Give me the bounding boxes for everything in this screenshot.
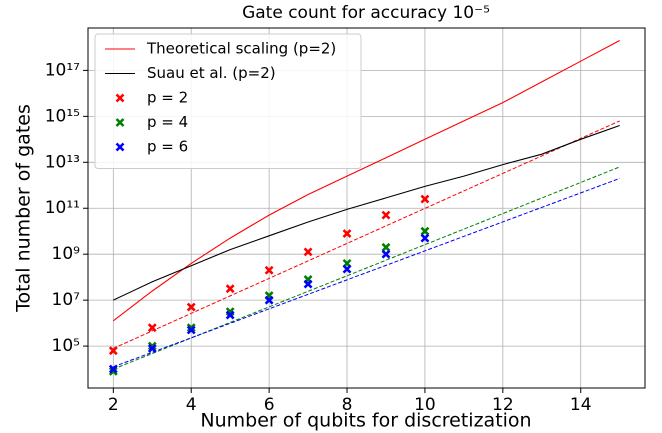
marker [342,264,352,274]
marker-cross [264,265,274,275]
marker-cross [420,233,430,243]
y-axis-label: Total number of gates [13,104,35,313]
marker-cross [303,247,313,257]
y-tick-label: 10¹⁵ [45,106,80,126]
marker-cross [381,242,391,252]
fit-line [113,120,620,349]
marker [381,242,391,252]
x-tick-label: 12 [492,395,514,415]
marker [225,284,235,294]
x-tick-label: 10 [414,395,436,415]
y-tick-label: 10⁷ [52,290,81,310]
x-tick-label: 4 [186,395,197,415]
marker [264,295,274,305]
marker-cross [303,279,313,289]
marker-cross [225,284,235,294]
marker [115,118,125,127]
marker-cross [186,325,196,335]
x-axis-label: Number of qubits for discretization [200,410,531,432]
legend-label: p = 6 [147,138,188,156]
x-tick-label: 2 [108,395,119,415]
marker [147,323,157,333]
marker [225,310,235,320]
marker-cross [264,295,274,305]
marker-cross [108,364,118,374]
marker [303,247,313,257]
marker-cross [420,194,430,204]
marker [147,341,157,351]
plot-frame [87,27,646,389]
marker-cross [342,229,352,238]
marker-cross [186,302,196,312]
x-tick-label: 8 [342,395,353,415]
marker [420,194,430,204]
legend-label: p = 2 [147,89,188,107]
marker-cross [147,341,157,351]
marker-cross [147,323,157,333]
chart-title: Gate count for accuracy 10⁻⁵ [242,3,490,23]
marker [264,265,274,275]
x-tick-label: 14 [570,395,592,415]
x-tick-label: 6 [264,395,275,415]
fit-line [113,177,620,368]
marker [381,210,391,220]
marker-cross [115,142,125,152]
marker-cross [108,366,118,376]
marker [186,302,196,312]
marker-cross [108,346,118,356]
y-tick-label: 10¹³ [45,152,80,172]
marker [303,279,313,289]
legend-label: Suau et al. (p=2) [147,64,276,82]
marker-cross [225,310,235,320]
marker-cross [420,226,430,236]
marker-cross [186,323,196,333]
marker [115,142,125,152]
marker [420,226,430,236]
marker [381,249,391,259]
marker [115,93,125,103]
series-line [112,40,620,322]
y-tick-label: 10¹¹ [45,198,80,218]
legend-label: Theoretical scaling (p=2) [146,40,336,58]
legend-box [94,33,362,169]
series-line [113,124,620,301]
marker [108,364,118,374]
y-tick-label: 10⁵ [52,336,80,356]
marker [342,229,352,238]
legend-label: p = 4 [147,113,188,131]
marker [186,325,196,335]
marker-cross [381,249,391,259]
marker [108,346,118,356]
marker [186,323,196,333]
marker [420,233,430,243]
marker-cross [381,210,391,220]
y-tick-label: 10¹⁷ [45,60,80,80]
marker-cross [342,264,352,274]
y-tick-label: 10⁹ [52,244,81,264]
marker-cross [115,93,125,103]
marker [147,343,157,353]
marker-cross [115,118,125,127]
marker [108,366,118,376]
marker-cross [147,343,157,353]
